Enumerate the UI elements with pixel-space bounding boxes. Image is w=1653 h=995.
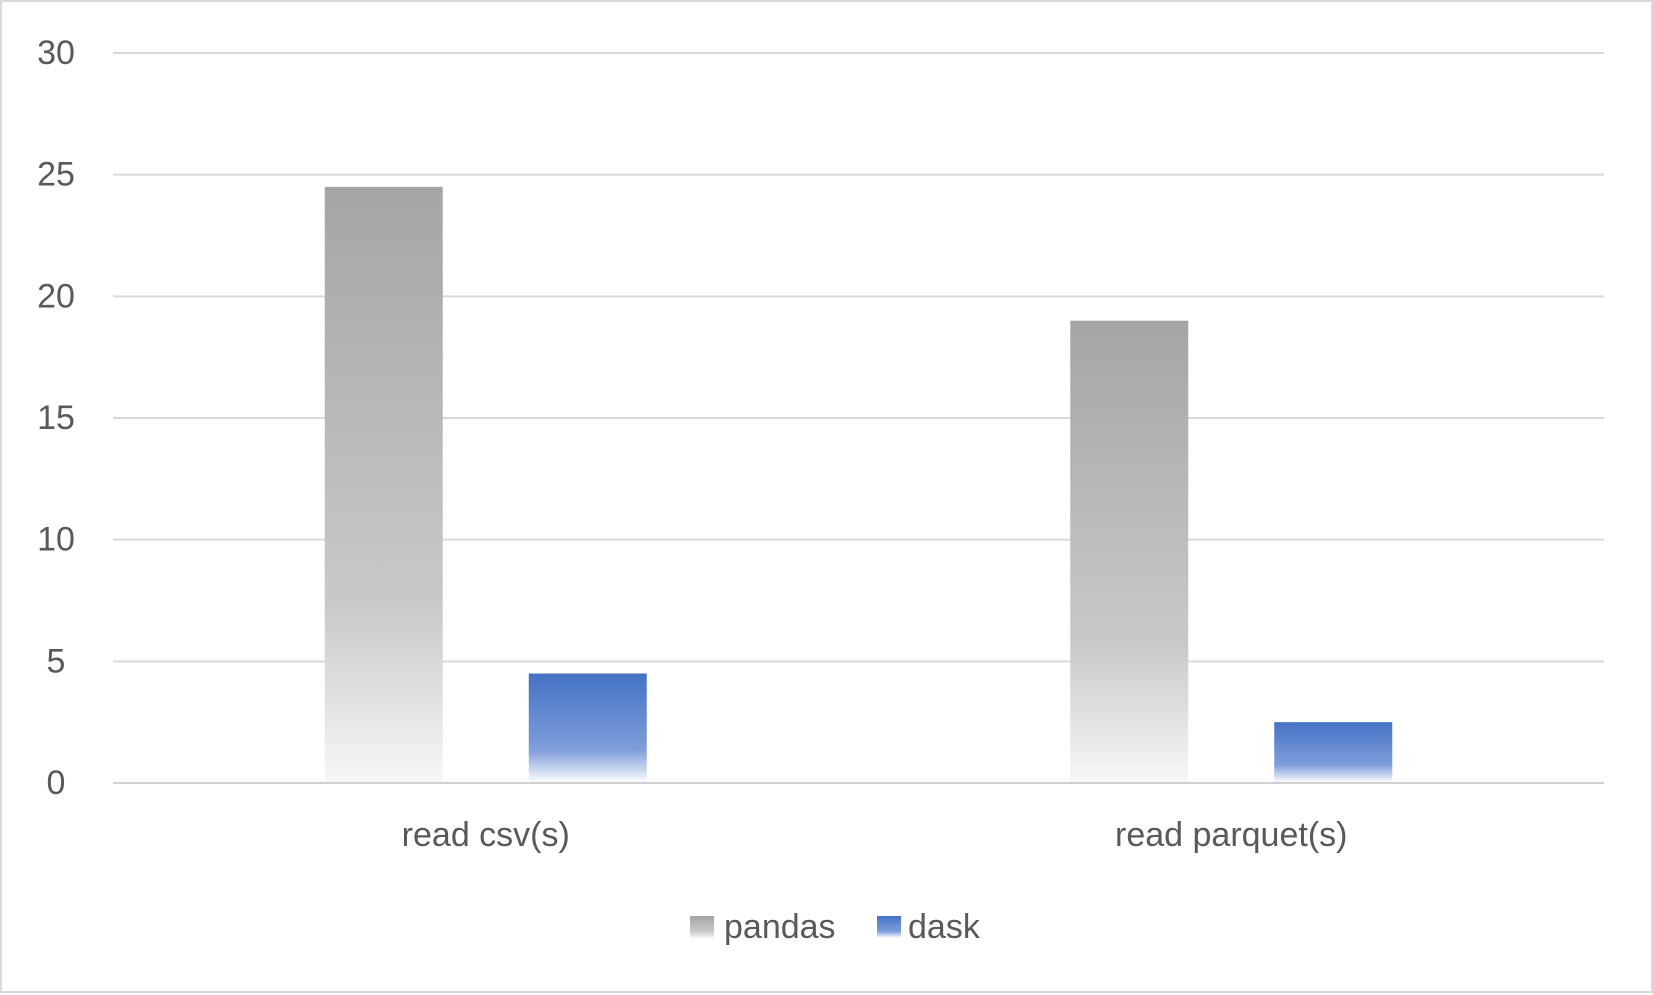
x-tick-label: read parquet(s): [1115, 816, 1347, 854]
bar-pandas: [1070, 320, 1189, 783]
bar-dask: [528, 673, 647, 783]
legend-label-pandas: pandas: [724, 908, 836, 946]
bar-dask: [1274, 722, 1393, 783]
y-tick-label: 25: [37, 156, 75, 194]
y-tick-label: 0: [47, 764, 66, 802]
legend-label-dask: dask: [908, 908, 981, 946]
y-tick-label: 5: [47, 642, 66, 680]
y-tick-label: 15: [37, 399, 75, 437]
y-tick-label: 10: [37, 521, 75, 559]
bars: [324, 186, 1393, 784]
bar-pandas: [324, 186, 443, 784]
x-axis-tick-labels: read csv(s) read parquet(s): [402, 816, 1348, 854]
y-tick-label: 30: [37, 34, 75, 72]
legend-swatch-pandas: [690, 916, 714, 938]
legend: pandas dask: [690, 908, 981, 946]
y-tick-label: 20: [37, 277, 75, 315]
legend-swatch-dask: [877, 916, 901, 938]
y-axis-tick-labels: 0 5 10 15 20 25 30: [37, 34, 75, 802]
x-tick-label: read csv(s): [402, 816, 570, 854]
